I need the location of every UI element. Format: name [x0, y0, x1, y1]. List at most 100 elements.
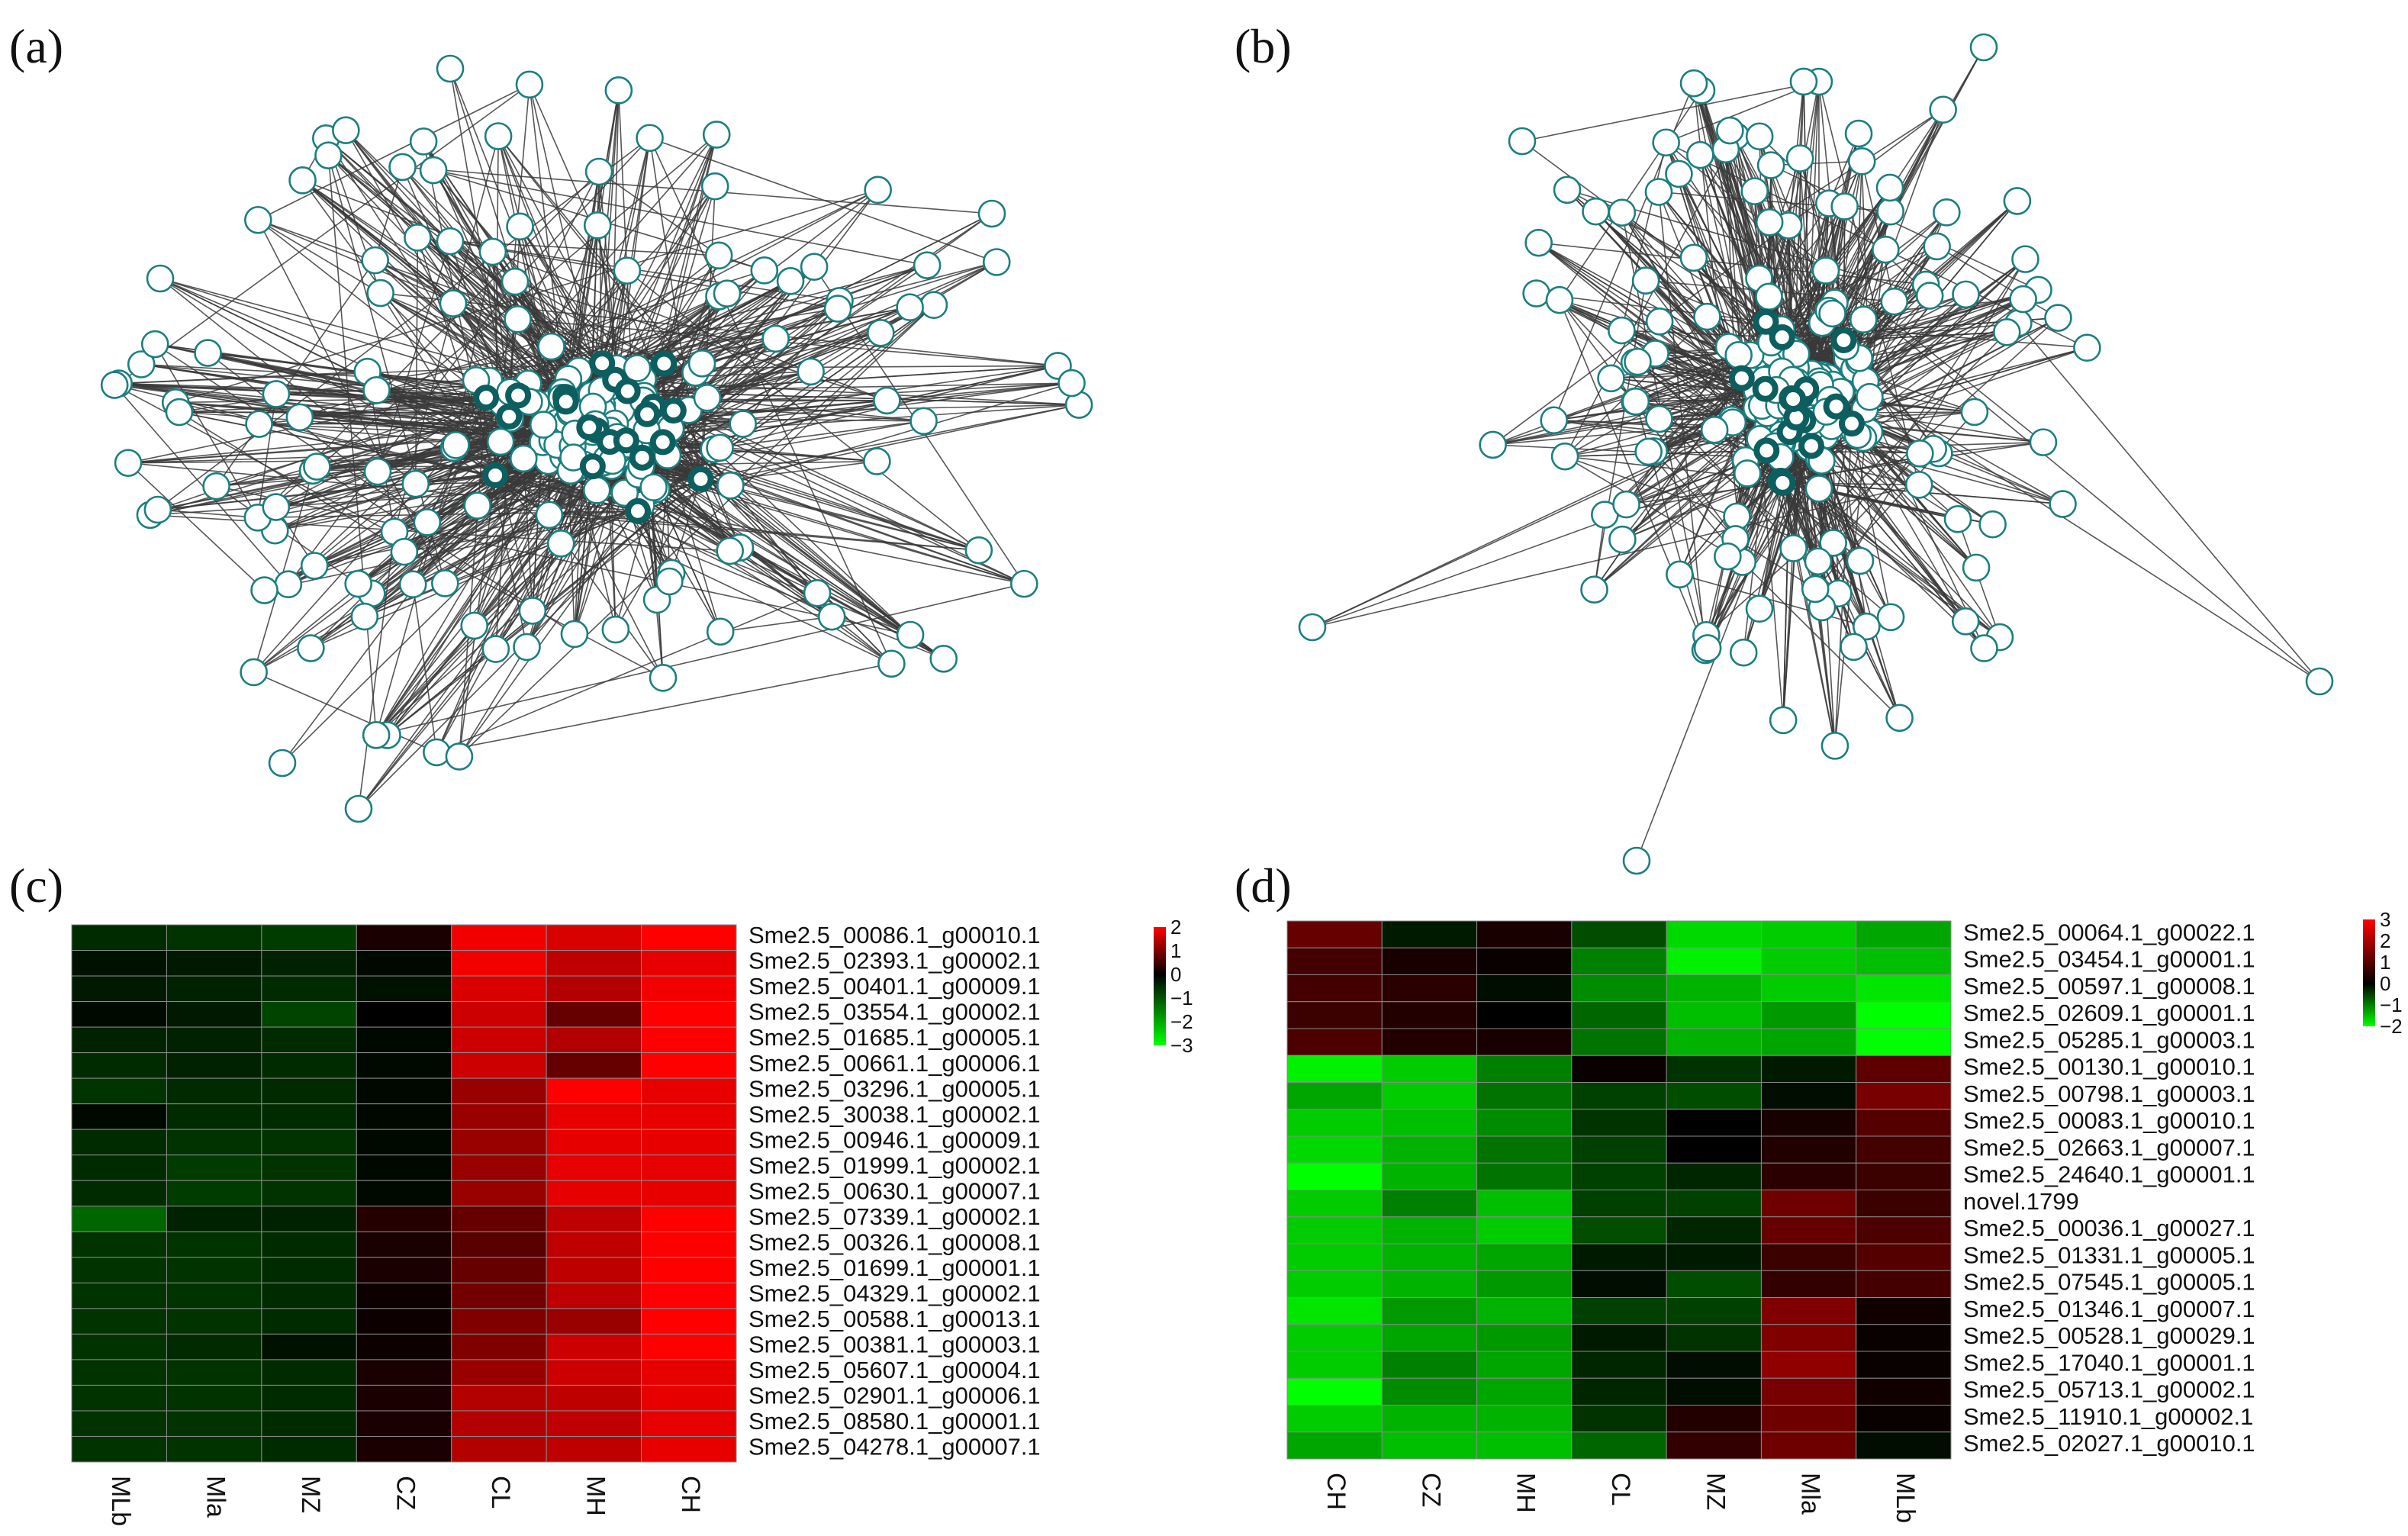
heatmap-cell	[1760, 920, 1857, 948]
network-edge	[1536, 292, 1766, 323]
network-node	[1298, 613, 1327, 642]
heatmap-cell	[1666, 1297, 1762, 1325]
network-node	[1933, 198, 1961, 227]
network-node	[716, 536, 744, 565]
heatmap-row-label: Sme2.5_00036.1_g00027.1	[1963, 1215, 2255, 1241]
heatmap-cell	[546, 1282, 642, 1309]
network-node	[1580, 575, 1608, 604]
heatmap-cell	[451, 1257, 547, 1283]
heatmap-cell	[1856, 1082, 1952, 1110]
heatmap-cell	[546, 1231, 642, 1258]
heatmap-cell	[1286, 920, 1383, 948]
heatmap-cell	[71, 975, 167, 1003]
network-edge	[275, 475, 496, 508]
network-node	[398, 570, 427, 599]
network-node	[344, 569, 373, 598]
heatmap-row-label: Sme2.5_04278.1_g00007.1	[748, 1434, 1041, 1460]
network-edge	[700, 404, 1080, 480]
heatmap-cell	[166, 1257, 262, 1283]
color-key-ticks: 210−1−2−3	[1170, 916, 1193, 1057]
heatmap-cell	[1760, 1324, 1857, 1352]
network-hub-node	[651, 350, 678, 377]
heatmap-cell	[1856, 1297, 1952, 1325]
heatmap-cell	[261, 1384, 357, 1412]
network-node	[1875, 173, 1904, 202]
network-hub-node	[589, 350, 616, 377]
heatmap-cell	[1381, 1190, 1478, 1218]
network-node	[486, 427, 515, 456]
network-edge	[1637, 361, 1767, 452]
heatmap-column-label: CL	[1606, 1473, 1635, 1505]
heatmap-cell	[1571, 1243, 1667, 1271]
network-edge	[1564, 316, 1708, 457]
heatmap-cell	[1571, 1297, 1667, 1325]
network-node	[1624, 347, 1652, 376]
heatmap-cell	[641, 1026, 737, 1054]
network-node	[1830, 192, 1859, 221]
network-hub-node	[634, 401, 661, 427]
heatmap-cell	[356, 1257, 452, 1283]
heatmap-cell	[356, 975, 452, 1003]
network-edge	[375, 510, 639, 736]
heatmap-cell	[1381, 1431, 1478, 1460]
network-edge	[1769, 221, 2044, 443]
network-node	[1716, 116, 1744, 145]
heatmap-row-label: Sme2.5_08580.1_g00001.1	[748, 1408, 1041, 1435]
network-edge	[526, 510, 639, 648]
heatmap-row-labels: Sme2.5_00086.1_g00010.1Sme2.5_02393.1_g0…	[748, 922, 1041, 1460]
heatmap-cell	[1571, 1377, 1667, 1406]
heatmap-cell	[71, 1001, 167, 1028]
network-node	[1608, 525, 1637, 554]
heatmap-cell	[1666, 1055, 1762, 1083]
heatmap-cell	[71, 1282, 167, 1309]
network-edge	[1553, 389, 1777, 421]
network-node	[303, 452, 331, 481]
network-node	[1645, 404, 1673, 433]
network-node	[693, 383, 722, 412]
heatmap-cell	[261, 1282, 357, 1309]
heatmap-cell	[1381, 1082, 1478, 1110]
network-node	[1960, 398, 1989, 427]
heatmap-column-label: MLb	[106, 1476, 135, 1526]
network-edge	[154, 343, 259, 518]
heatmap-cell	[166, 1206, 262, 1232]
network-node	[423, 738, 451, 767]
heatmap-cell	[1760, 1216, 1857, 1245]
heatmap-cell	[451, 1103, 547, 1130]
network-node	[100, 371, 129, 399]
network-node	[1789, 67, 1818, 96]
heatmap-cell	[1856, 1405, 1952, 1433]
network-node	[245, 410, 273, 438]
heatmap-cell	[71, 1206, 167, 1232]
network-edge	[253, 671, 437, 753]
heatmap-cell	[1286, 1270, 1383, 1298]
heatmap-cell	[546, 1206, 642, 1232]
network-node	[350, 602, 379, 631]
network-hub-node	[496, 403, 523, 430]
heatmap-cell	[1760, 1351, 1857, 1379]
heatmap-cell	[1381, 1377, 1478, 1406]
heatmap-cell	[71, 1129, 167, 1156]
heatmap-cell	[261, 1154, 357, 1181]
heatmap-cell	[1856, 1270, 1952, 1298]
heatmap-cell	[1666, 1190, 1762, 1218]
network-node	[1923, 232, 1951, 261]
network-edge	[257, 134, 717, 518]
heatmap-cell	[1760, 1001, 1857, 1029]
heatmap-cell	[1381, 1270, 1478, 1298]
heatmap-cell	[356, 1129, 452, 1156]
network-node	[1729, 638, 1758, 667]
heatmap-cell	[1666, 1216, 1762, 1245]
network-node	[1929, 95, 1957, 124]
heatmap-cell	[1856, 1001, 1952, 1029]
heatmap-cell	[546, 1384, 642, 1412]
network-edge	[637, 382, 1072, 512]
network-node	[268, 749, 297, 778]
network-node	[1621, 387, 1650, 416]
heatmap-cell	[166, 1308, 262, 1335]
heatmap-cell	[1856, 1324, 1952, 1352]
network-edge	[1679, 574, 1867, 627]
heatmap-cell	[641, 1333, 737, 1361]
heatmap-cell	[356, 1231, 452, 1258]
